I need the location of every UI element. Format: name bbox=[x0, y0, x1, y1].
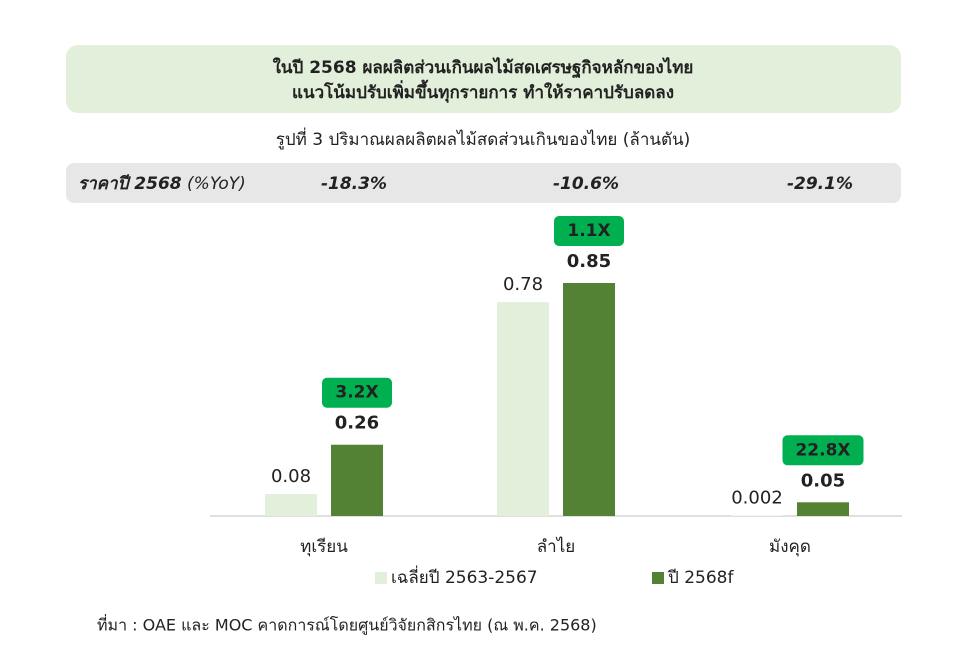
bar bbox=[563, 283, 615, 516]
chart-title: แนวโน้มปรับเพิ่มขึ้นทุกรายการ ทำให้ราคาป… bbox=[292, 79, 674, 103]
badge-label: 22.8X bbox=[795, 440, 850, 460]
data-label: 0.002 bbox=[731, 487, 783, 508]
data-label: 0.78 bbox=[503, 274, 543, 295]
price-row-box bbox=[66, 163, 901, 203]
bar bbox=[497, 302, 549, 516]
x-tick-label: ลำไย bbox=[537, 536, 575, 557]
data-label: 0.26 bbox=[335, 413, 379, 434]
data-label: 0.05 bbox=[801, 470, 845, 491]
legend-label: เฉลี่ยปี 2563-2567 bbox=[391, 565, 538, 588]
legend-swatch bbox=[375, 572, 387, 584]
chart-title: ในปี 2568 ผลผลิตส่วนเกินผลไม้สดเศรษฐกิจห… bbox=[273, 57, 694, 79]
data-label: 0.08 bbox=[271, 466, 311, 487]
price-change: -10.6% bbox=[553, 174, 619, 194]
chart-subtitle: รูปที่ 3 ปริมาณผลผลิตผลไม้สดส่วนเกินของไ… bbox=[276, 127, 691, 150]
badge bbox=[554, 216, 624, 246]
price-row-heading: ราคาปี 2568 (%YoY) bbox=[78, 174, 246, 194]
badge-label: 1.1X bbox=[567, 221, 610, 241]
bar bbox=[797, 502, 849, 516]
badge bbox=[782, 435, 864, 466]
x-tick-label: มังคุด bbox=[769, 537, 811, 557]
price-change: -18.3% bbox=[321, 174, 387, 194]
source-note: ที่มา : OAE และ MOC คาดการณ์โดยศูนย์วิจั… bbox=[97, 614, 597, 636]
legend-swatch bbox=[652, 572, 664, 584]
legend-label: ปี 2568f bbox=[667, 568, 734, 588]
badge-label: 3.2X bbox=[335, 383, 378, 403]
bar bbox=[731, 515, 783, 516]
price-change: -29.1% bbox=[787, 174, 853, 194]
data-label: 0.85 bbox=[567, 251, 611, 272]
price-row-unit: (%YoY) bbox=[187, 174, 246, 194]
x-tick-label: ทุเรียน bbox=[300, 537, 348, 557]
title-box bbox=[66, 45, 901, 113]
bar bbox=[265, 494, 317, 516]
price-row-label: ราคาปี 2568 bbox=[78, 174, 182, 194]
badge bbox=[322, 377, 392, 408]
bar bbox=[331, 444, 383, 516]
